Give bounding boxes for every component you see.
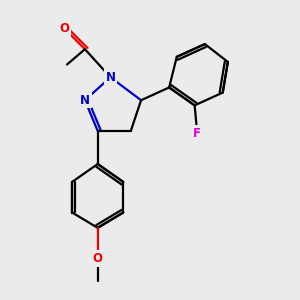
Text: F: F [193,127,201,140]
Text: N: N [80,94,90,107]
Text: N: N [105,71,116,84]
Text: O: O [93,252,103,265]
Text: O: O [59,22,70,35]
